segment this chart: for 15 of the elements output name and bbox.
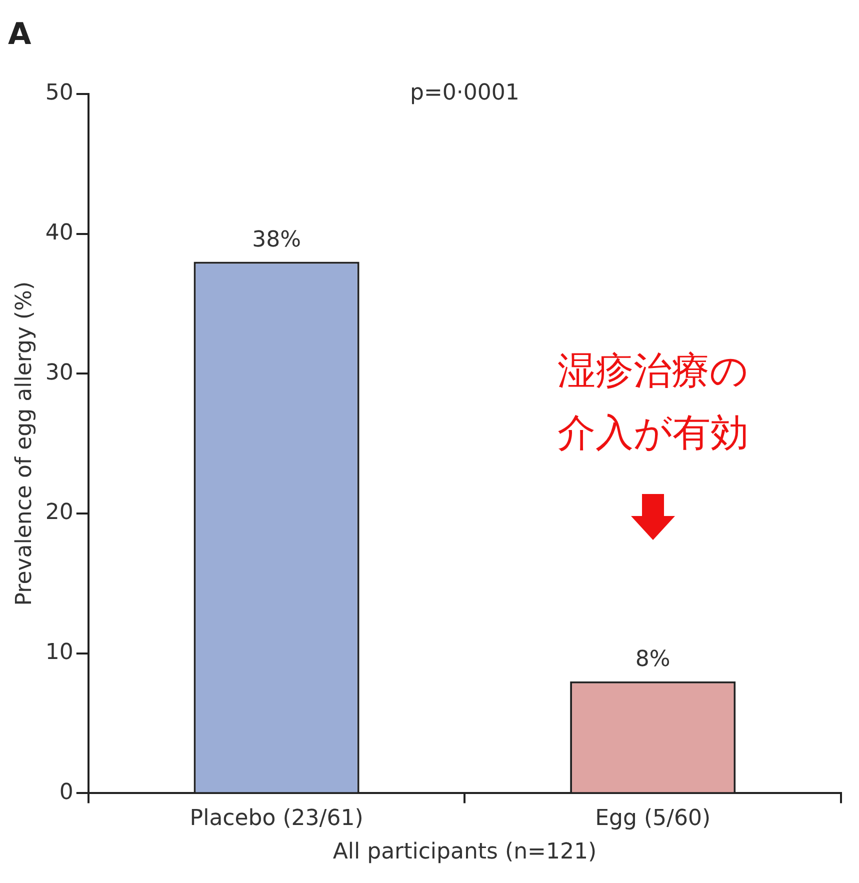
annotation: p=0·0001 xyxy=(410,80,520,106)
y-tick-label: 30 xyxy=(45,360,74,386)
x-tick-label: Egg (5/60) xyxy=(595,806,711,832)
y-tick-label: 40 xyxy=(45,220,74,246)
x-axis-title: All participants (n=121) xyxy=(332,840,597,865)
y-axis-title: Prevalence of egg allergy (%) xyxy=(12,281,37,606)
y-tick-label: 20 xyxy=(45,500,74,526)
y-tick-label: 0 xyxy=(59,780,74,805)
y-tick-label: 50 xyxy=(45,80,74,106)
chart-title: A xyxy=(8,16,32,52)
data-label: 38% xyxy=(252,228,301,253)
data-label: 8% xyxy=(635,647,670,672)
annotation: 湿疹治療の介入が有効 xyxy=(557,348,748,455)
y-tick-label: 10 xyxy=(45,640,74,666)
x-tick-label: Placebo (23/61) xyxy=(190,806,364,832)
